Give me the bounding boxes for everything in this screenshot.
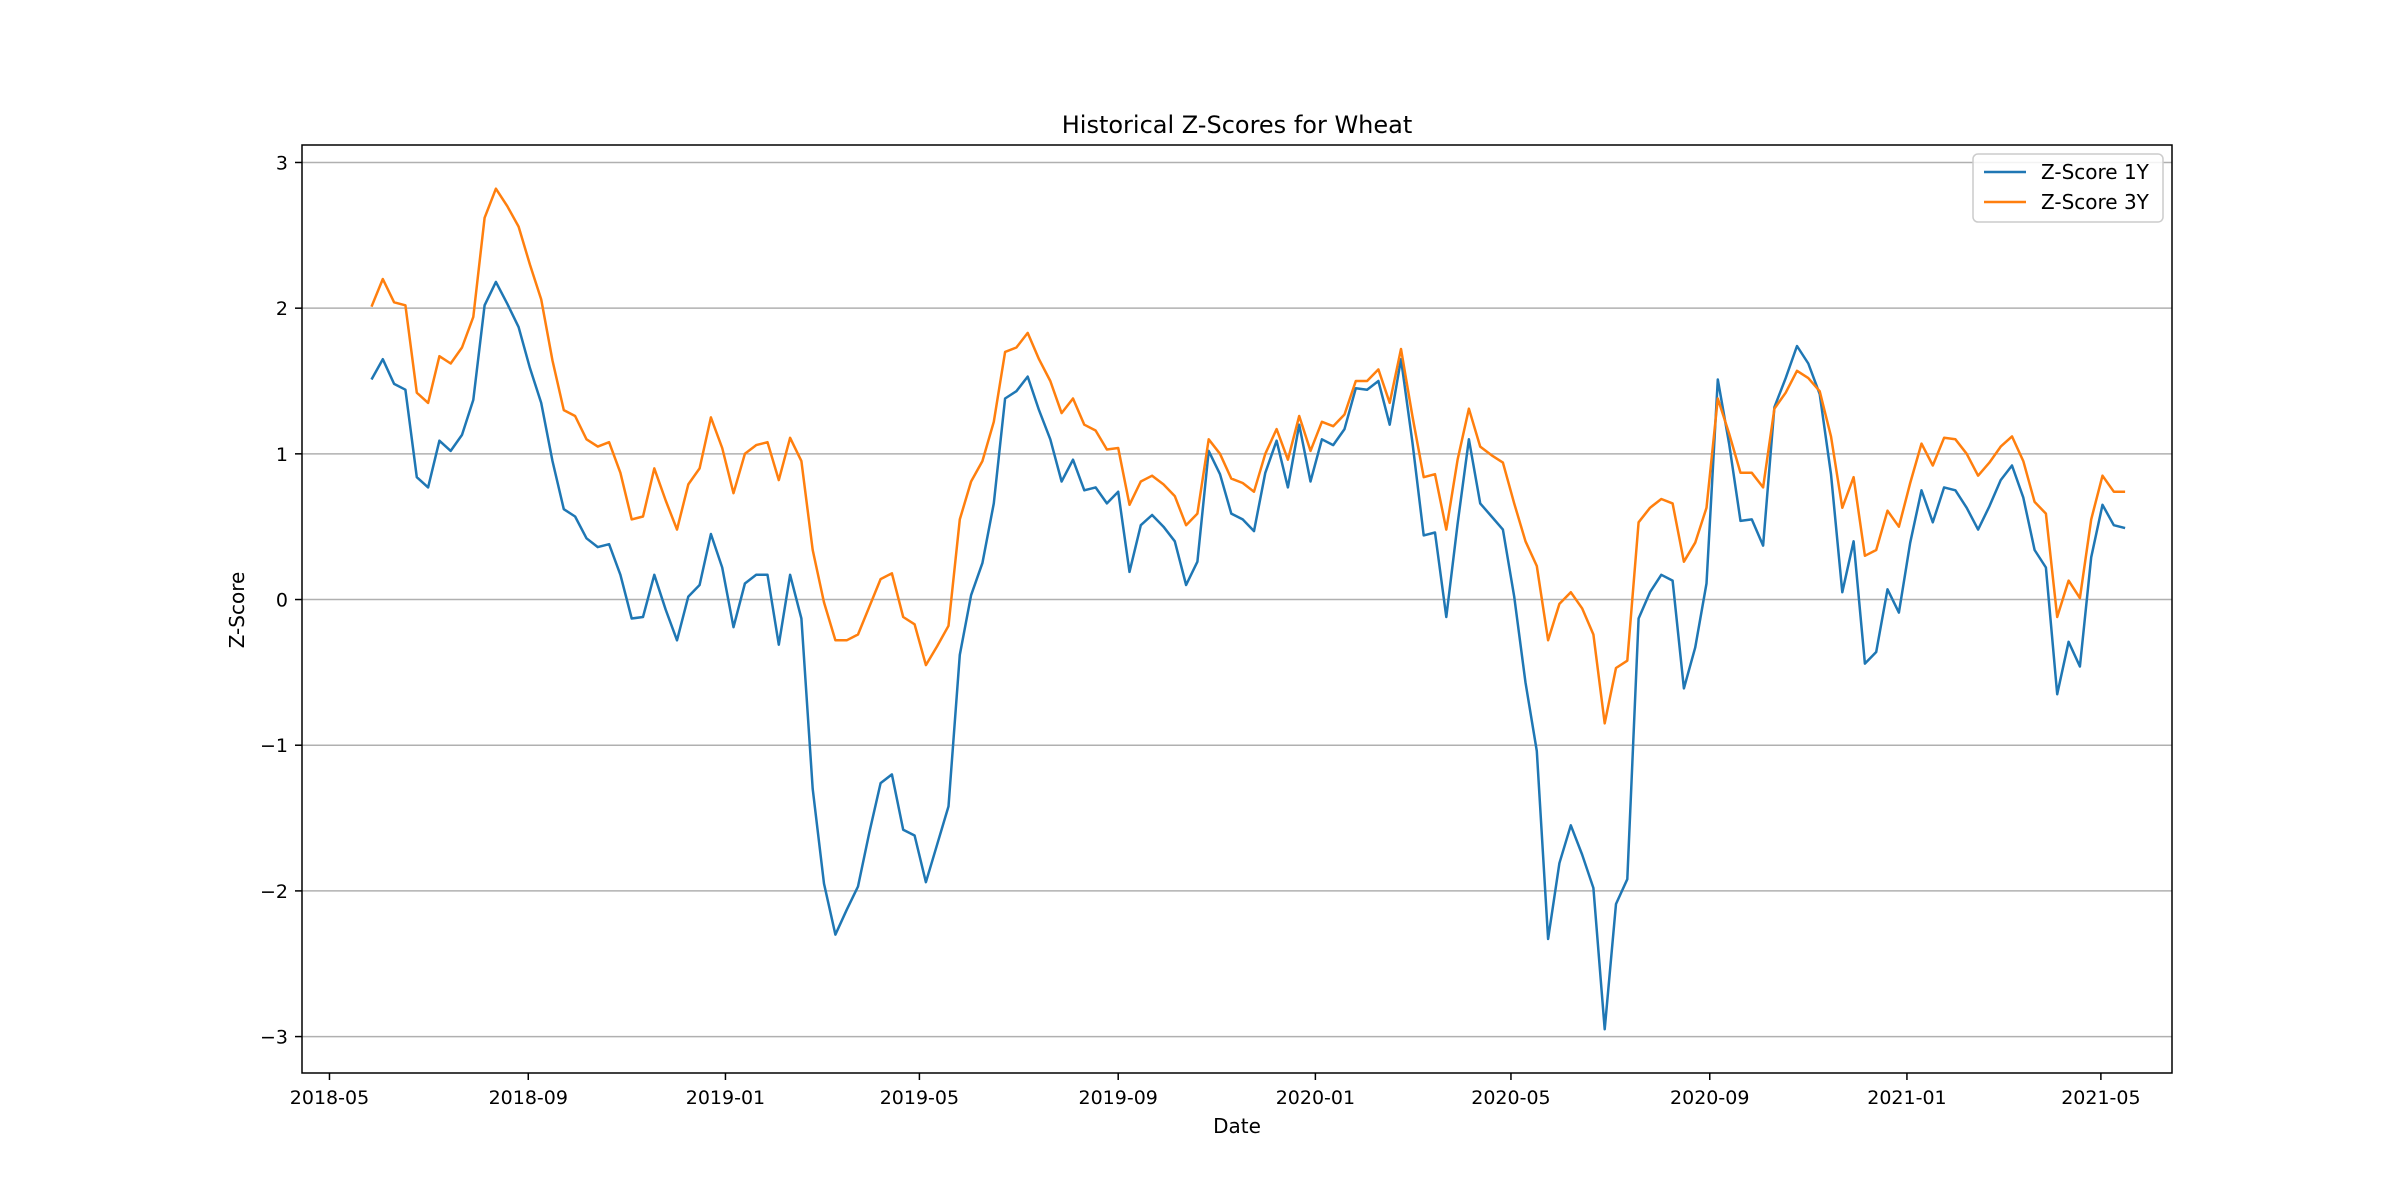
y-tick-label: 0 xyxy=(276,590,288,612)
x-tick-label: 2021-05 xyxy=(2061,1087,2140,1109)
y-axis: −3 −2 −1 0 1 2 3 xyxy=(260,152,302,1049)
y-tick-label: 1 xyxy=(276,444,288,466)
x-axis-label: Date xyxy=(1213,1114,1261,1138)
x-tick-label: 2021-01 xyxy=(1867,1087,1946,1109)
y-tick-label: 2 xyxy=(276,298,288,320)
series-line-1y xyxy=(370,280,2126,1031)
legend-label-3y: Z-Score 3Y xyxy=(2041,190,2150,214)
x-tick-label: 2018-09 xyxy=(489,1087,568,1109)
y-tick-label: −1 xyxy=(260,735,288,757)
x-tick-label: 2020-01 xyxy=(1276,1087,1355,1109)
legend-label-1y: Z-Score 1Y xyxy=(2041,160,2150,184)
x-axis: 2018-05 2018-09 2019-01 2019-05 2019-09 2020-… xyxy=(290,1073,2141,1109)
x-tick-label: 2020-09 xyxy=(1670,1087,1749,1109)
x-tick-label: 2020-05 xyxy=(1471,1087,1550,1109)
plot-frame xyxy=(301,144,2173,1074)
y-tick-label: −3 xyxy=(260,1027,288,1049)
legend: Z-Score 1Y Z-Score 3Y xyxy=(1972,153,2164,223)
x-tick-label: 2019-01 xyxy=(686,1087,765,1109)
x-tick-label: 2019-09 xyxy=(1079,1087,1158,1109)
x-tick-label: 2018-05 xyxy=(290,1087,369,1109)
x-tick-label: 2019-05 xyxy=(880,1087,959,1109)
y-tick-label: 3 xyxy=(276,152,288,174)
y-axis-label: Z-Score xyxy=(225,572,249,649)
chart-title: Historical Z-Scores for Wheat xyxy=(1062,111,1413,139)
series-line-3y xyxy=(370,187,2126,725)
series-lines xyxy=(370,187,2126,1031)
y-tick-label: −2 xyxy=(260,881,288,903)
